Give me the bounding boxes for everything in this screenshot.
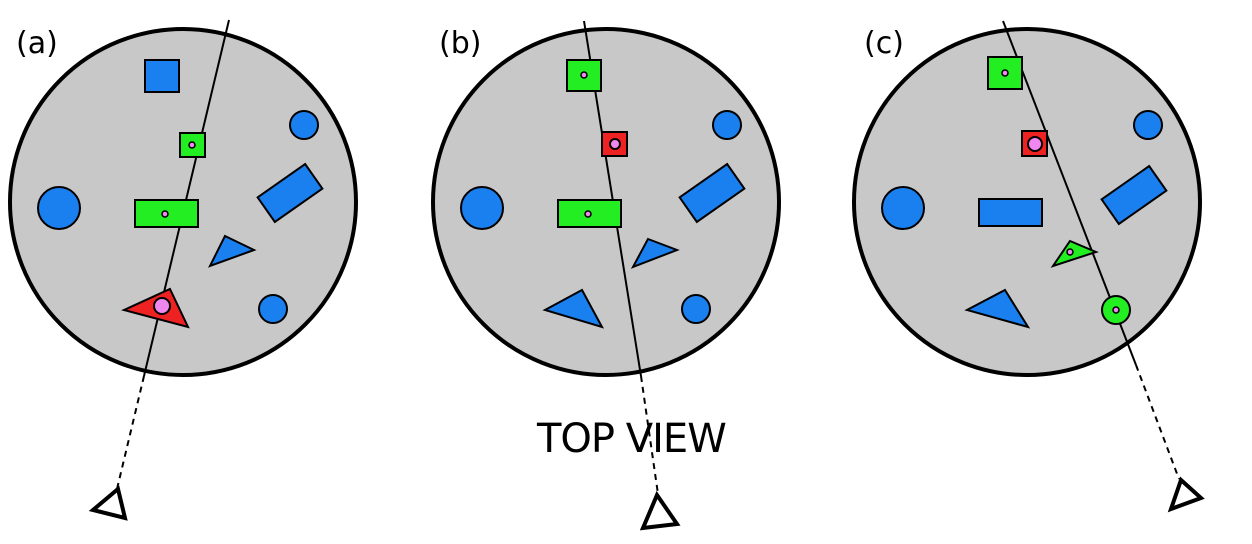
blue-circle [881,186,925,230]
red-square-target [601,131,628,157]
blue-rectangle [256,162,324,224]
blue-triangle [630,237,680,269]
green-rectangle-dot [161,210,169,218]
panel-c: (c) [852,20,1205,513]
viewer-triangle [1167,476,1205,513]
blue-circle [258,294,288,324]
caption: TOP VIEW [536,416,726,462]
view-ray-extension [640,375,659,495]
blue-rectangle [978,198,1043,227]
blue-triangle [542,288,605,329]
blue-circle [460,186,504,230]
blue-square [144,59,180,93]
green-triangle-marked [1050,239,1099,268]
green-triangle-dot [1066,248,1074,256]
panel-label: (c) [864,26,904,61]
panel-b: (b) [431,20,781,531]
target-marker [1027,136,1043,152]
green-square-dot [1001,69,1009,77]
panel-a: (a) [8,19,358,521]
green-square-dot [188,141,196,149]
green-circle-dot [1112,306,1120,314]
blue-circle [681,294,711,324]
panel-label: (b) [439,26,481,61]
blue-rectangle [1100,164,1168,226]
target-marker [153,297,171,315]
blue-circle [289,110,319,140]
blue-triangle [964,288,1031,329]
blue-rectangle [678,162,746,224]
blue-circle [1133,110,1163,140]
target-marker [609,138,621,150]
blue-circle [712,110,742,140]
viewer-triangle [639,490,681,531]
blue-triangle [207,234,257,268]
view-ray-extension [116,375,145,490]
viewer-triangle [88,485,128,521]
blue-circle [37,186,81,230]
green-rectangle-marked [557,199,622,228]
panel-label: (a) [16,26,58,61]
view-ray-extension [1135,364,1180,480]
green-rectangle-dot [584,210,592,218]
green-square-dot [580,71,588,79]
